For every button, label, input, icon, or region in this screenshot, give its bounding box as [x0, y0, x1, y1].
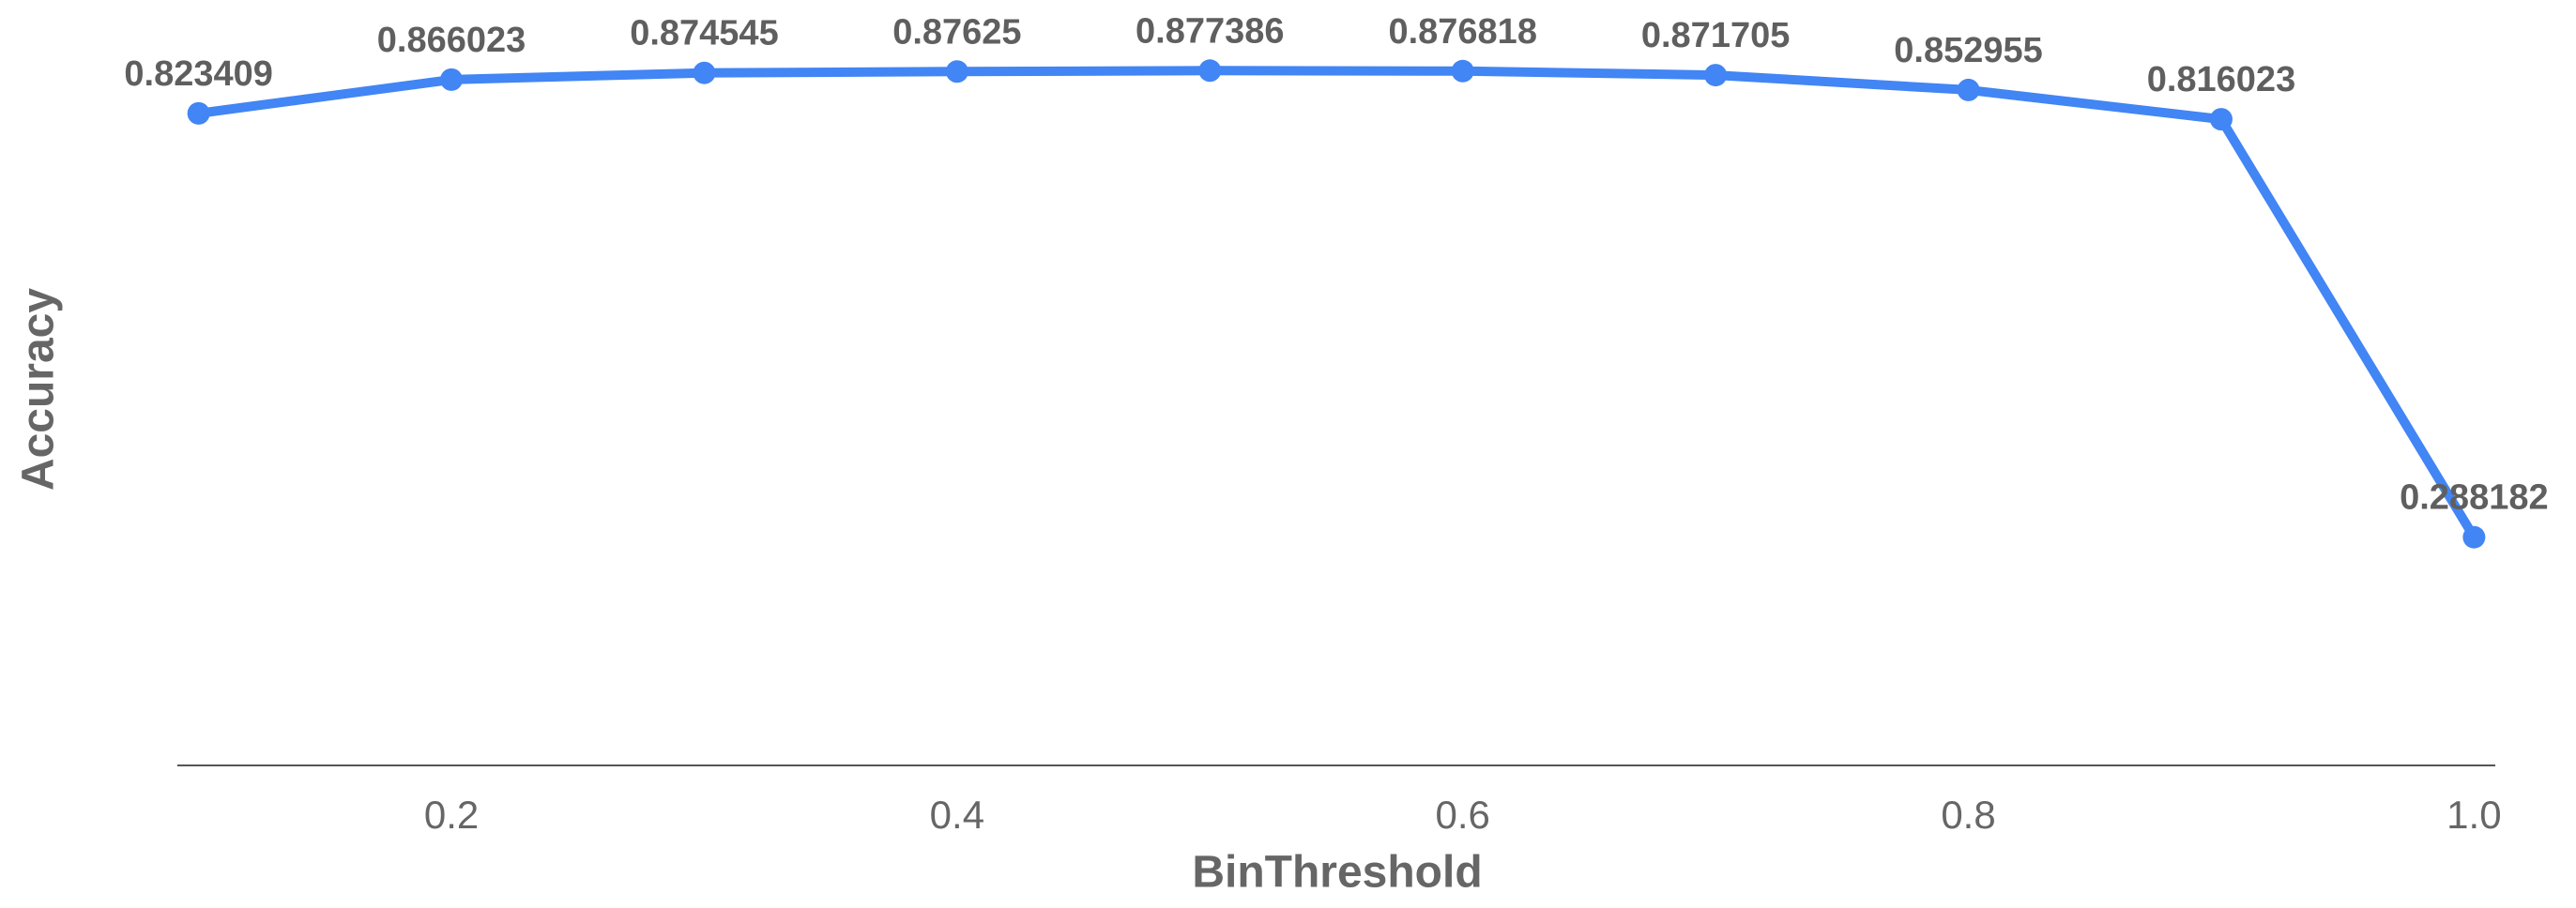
- x-tick-label: 0.8: [1941, 793, 1995, 837]
- x-tick-label: 1.0: [2446, 793, 2501, 837]
- y-axis-title: Accuracy: [14, 288, 64, 491]
- x-tick-label: 0.2: [424, 793, 479, 837]
- data-label: 0.877386: [1136, 11, 1285, 51]
- data-point: [2209, 108, 2233, 131]
- data-point: [187, 101, 210, 125]
- data-line: [197, 66, 2478, 540]
- data-label: 0.288182: [2400, 478, 2549, 518]
- data-point: [1704, 64, 1728, 87]
- data-point: [1198, 59, 1222, 83]
- x-axis-title: BinThreshold: [1192, 848, 1482, 898]
- data-label: 0.823409: [124, 54, 273, 94]
- data-point: [1957, 78, 1980, 101]
- data-label: 0.876818: [1388, 12, 1537, 52]
- data-label: 0.816023: [2147, 60, 2296, 99]
- data-label: 0.852955: [1894, 31, 2043, 70]
- data-label: 0.866023: [377, 21, 526, 60]
- data-point: [1451, 59, 1474, 83]
- data-label: 0.87625: [892, 12, 1021, 52]
- x-tick-label: 0.6: [1436, 793, 1490, 837]
- data-point: [2462, 525, 2486, 549]
- x-tick-label: 0.4: [930, 793, 984, 837]
- data-point: [693, 61, 716, 84]
- data-label: 0.874545: [630, 14, 779, 53]
- data-point: [945, 60, 968, 83]
- data-point: [440, 68, 464, 91]
- data-label: 0.871705: [1641, 16, 1791, 55]
